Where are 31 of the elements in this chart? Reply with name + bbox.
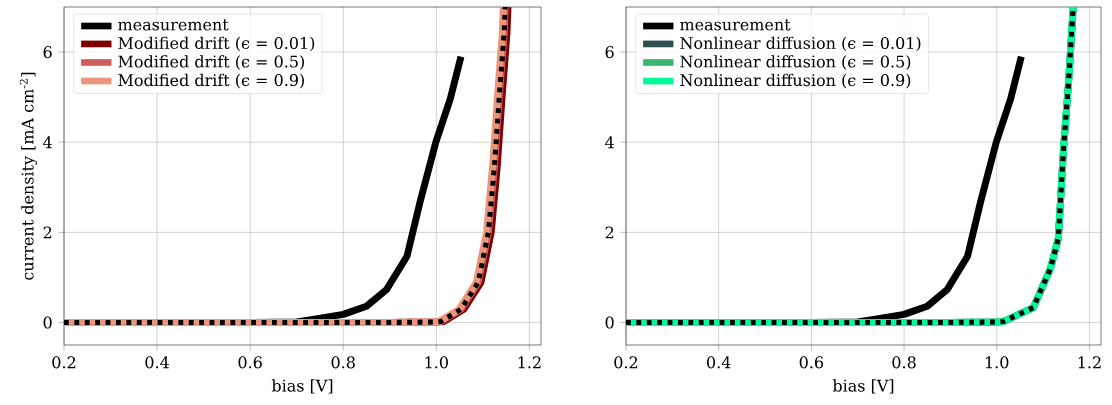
y-tick-label: 6	[43, 46, 52, 59]
x-axis-title: bias [V]	[832, 379, 894, 394]
y-tick-label: 2	[43, 226, 52, 239]
legend-label: Modified drift (ϵ = 0.9)	[118, 73, 304, 89]
x-tick-label: 0.8	[331, 356, 355, 369]
y-tick-label: 4	[43, 136, 52, 149]
x-tick-label: 1.0	[425, 356, 448, 369]
x-tick-label: 0.2	[52, 356, 76, 369]
x-axis-title: bias [V]	[271, 379, 333, 394]
legend-label: Modified drift (ϵ = 0.5)	[118, 55, 304, 70]
legend-label: Nonlinear diffusion (ϵ = 0.5)	[680, 55, 911, 70]
x-tick-label: 0.6	[799, 356, 824, 369]
x-tick-label: 0.2	[614, 356, 638, 369]
x-tick-label: 0.4	[707, 356, 731, 369]
legend-label: Modified drift (ϵ = 0.01)	[118, 36, 315, 52]
legend-label: measurement	[118, 19, 229, 31]
y-axis-title: current density [mA cm$^{-2}$]	[19, 72, 37, 280]
x-tick-label: 1.2	[1078, 356, 1101, 369]
y-tick-label: 0	[43, 316, 52, 329]
x-tick-label: 0.6	[238, 356, 262, 369]
y-tick-label: 6	[605, 46, 614, 59]
x-tick-label: 1.2	[518, 356, 541, 369]
y-tick-label: 0	[605, 316, 614, 329]
x-tick-label: 0.4	[145, 356, 169, 369]
y-tick-label: 4	[605, 136, 614, 149]
x-tick-label: 1.0	[985, 356, 1009, 369]
x-tick-label: 0.8	[892, 356, 916, 369]
legend-label: measurement	[680, 19, 791, 31]
legend-label: Nonlinear diffusion (ϵ = 0.01)	[680, 36, 921, 52]
legend-label: Nonlinear diffusion (ϵ = 0.9)	[680, 73, 911, 89]
y-tick-label: 2	[605, 226, 614, 239]
